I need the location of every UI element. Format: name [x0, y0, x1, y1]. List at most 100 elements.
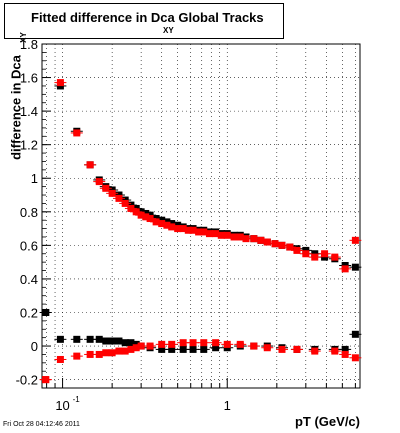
- data-point: [205, 230, 213, 238]
- y-tick-label: 0.2: [20, 305, 38, 320]
- data-point: [331, 347, 339, 355]
- data-point: [168, 340, 176, 348]
- data-point: [212, 344, 220, 352]
- data-point: [311, 347, 319, 355]
- data-point: [73, 335, 81, 343]
- y-axis-label-subscript: XY: [18, 32, 28, 43]
- data-point: [132, 208, 140, 216]
- y-tick-label: 1.6: [20, 71, 38, 86]
- data-point: [108, 189, 116, 197]
- data-point: [73, 129, 81, 137]
- data-point: [351, 236, 359, 244]
- data-point: [152, 218, 160, 226]
- data-point: [212, 339, 220, 347]
- data-point: [293, 345, 301, 353]
- data-point: [146, 342, 154, 350]
- data-point: [302, 250, 310, 258]
- data-point: [115, 194, 123, 202]
- y-tick-label: 1.8: [20, 37, 38, 52]
- data-point: [42, 376, 50, 384]
- data-point: [158, 340, 166, 348]
- y-tick-label: 1.4: [20, 104, 38, 119]
- data-point: [102, 337, 110, 345]
- data-points: [39, 79, 362, 384]
- y-tick-label: 1.2: [20, 138, 38, 153]
- y-tick-label: -0.2: [16, 373, 38, 388]
- chart-title-subscript: XY: [163, 26, 174, 35]
- data-point: [121, 199, 129, 207]
- data-point: [230, 233, 238, 241]
- data-point: [341, 265, 349, 273]
- data-point: [271, 240, 279, 248]
- axis-ticks: -0.2 0 0.2 0.4 0.6 0.8 1 1.2 1.4 1.6 1.8 10 -1 1: [16, 37, 356, 413]
- data-point: [86, 335, 94, 343]
- data-point: [102, 349, 110, 357]
- data-point: [351, 330, 359, 338]
- plot-frame: [41, 43, 361, 389]
- data-point: [212, 230, 220, 238]
- data-point: [286, 243, 294, 251]
- data-point: [115, 347, 123, 355]
- data-point: [108, 337, 116, 345]
- data-point: [137, 211, 145, 219]
- data-point: [179, 225, 187, 233]
- data-point: [223, 340, 231, 348]
- data-point: [95, 335, 103, 343]
- data-point: [137, 342, 145, 350]
- data-point: [263, 238, 271, 246]
- data-point: [56, 355, 64, 363]
- data-point: [189, 339, 197, 347]
- data-point: [236, 340, 244, 348]
- data-point: [158, 345, 166, 353]
- data-point: [86, 161, 94, 169]
- y-axis-label: difference in Dca: [8, 55, 24, 160]
- chart-title-box: Fitted difference in Dca Global Tracks X…: [4, 3, 284, 39]
- data-point: [95, 178, 103, 186]
- data-point: [341, 345, 349, 353]
- data-point: [127, 339, 135, 347]
- x-tick-label: 1: [224, 398, 231, 413]
- data-point: [102, 184, 110, 192]
- grid: [42, 43, 360, 388]
- data-point: [293, 246, 301, 254]
- data-point: [200, 339, 208, 347]
- data-point: [132, 344, 140, 352]
- data-point: [278, 241, 286, 249]
- y-tick-label: 0.4: [20, 272, 38, 287]
- data-point: [158, 220, 166, 228]
- data-point: [56, 79, 64, 87]
- data-point: [351, 263, 359, 271]
- data-point: [179, 345, 187, 353]
- data-point: [189, 226, 197, 234]
- data-point: [108, 349, 116, 357]
- data-point: [331, 253, 339, 261]
- timestamp-footer: Fri Oct 28 04:12:46 2011: [3, 421, 80, 428]
- chart-title: Fitted difference in Dca Global Tracks: [31, 10, 264, 25]
- data-point: [142, 213, 150, 221]
- data-point: [236, 233, 244, 241]
- data-point: [263, 344, 271, 352]
- data-point: [127, 345, 135, 353]
- data-point: [351, 354, 359, 362]
- data-point: [223, 231, 231, 239]
- data-point: [146, 215, 154, 223]
- data-point: [179, 339, 187, 347]
- data-point: [73, 352, 81, 360]
- x-tick-label: 10: [55, 398, 69, 413]
- data-point: [168, 345, 176, 353]
- data-point: [115, 337, 123, 345]
- data-point: [242, 235, 250, 243]
- x-tick-label-exponent: -1: [73, 395, 81, 404]
- data-point: [321, 250, 329, 258]
- data-point: [42, 308, 50, 316]
- data-point: [200, 345, 208, 353]
- data-point: [250, 342, 258, 350]
- data-point: [86, 350, 94, 358]
- data-point: [200, 228, 208, 236]
- data-point: [56, 335, 64, 343]
- y-tick-label: 0.8: [20, 205, 38, 220]
- data-point: [257, 236, 265, 244]
- data-point: [95, 350, 103, 358]
- data-point: [278, 345, 286, 353]
